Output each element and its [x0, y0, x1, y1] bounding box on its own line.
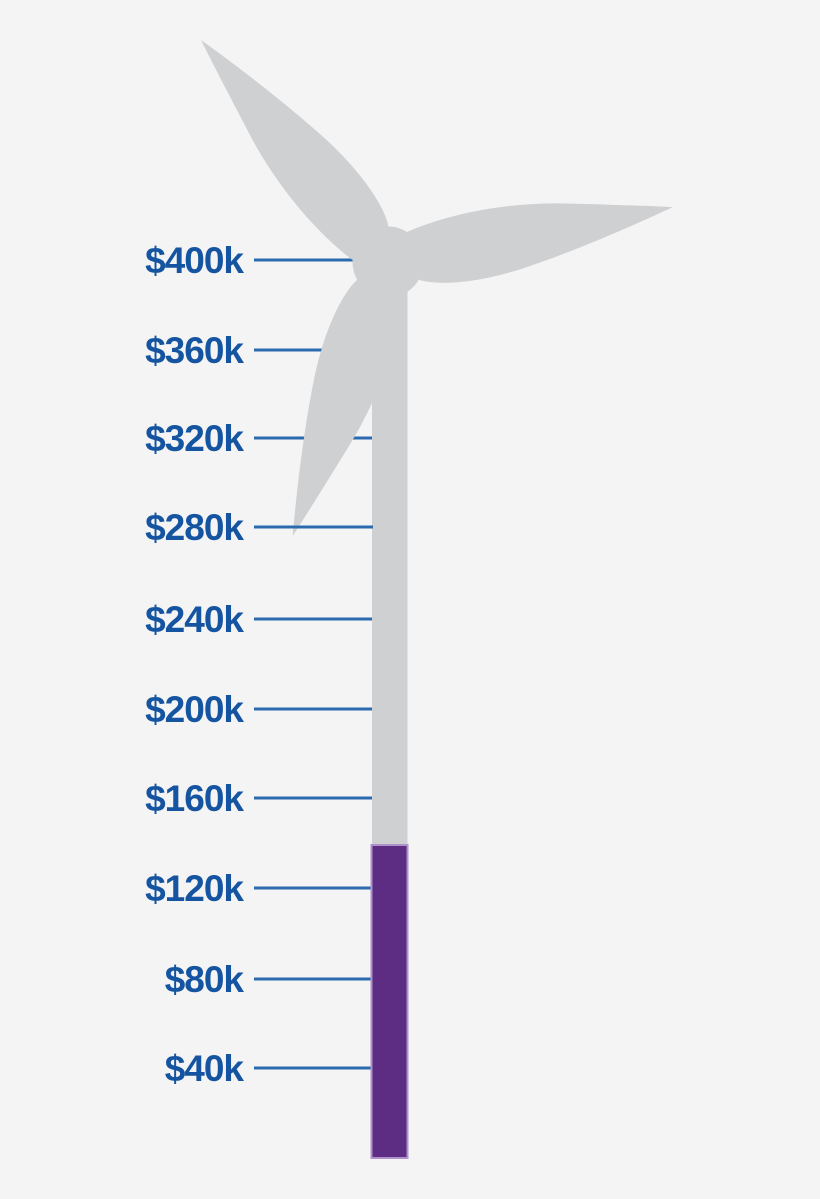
tick-labels: $400k $360k $320k $280k $240k $200k $160… [145, 240, 245, 1089]
tick-label-200k: $200k [145, 689, 244, 730]
tick-label-240k: $240k [145, 599, 244, 640]
tick-lines-under [254, 258, 373, 1070]
turbine-blade-lower-left [292, 277, 405, 536]
tick-label-40k: $40k [165, 1048, 245, 1089]
tick-label-160k: $160k [145, 778, 244, 819]
tick-label-280k: $280k [145, 507, 244, 548]
gauge-fill-bar [370, 844, 409, 1159]
tick-label-320k: $320k [145, 418, 244, 459]
tick-label-80k: $80k [165, 959, 245, 1000]
wind-turbine-illustration [201, 40, 673, 845]
tick-label-400k: $400k [145, 240, 244, 281]
turbine-blade-upper-left [201, 40, 389, 260]
tick-label-360k: $360k [145, 330, 244, 371]
turbine-blade-right [405, 203, 673, 283]
tick-label-120k: $120k [145, 868, 244, 909]
turbine-hub [352, 226, 424, 298]
